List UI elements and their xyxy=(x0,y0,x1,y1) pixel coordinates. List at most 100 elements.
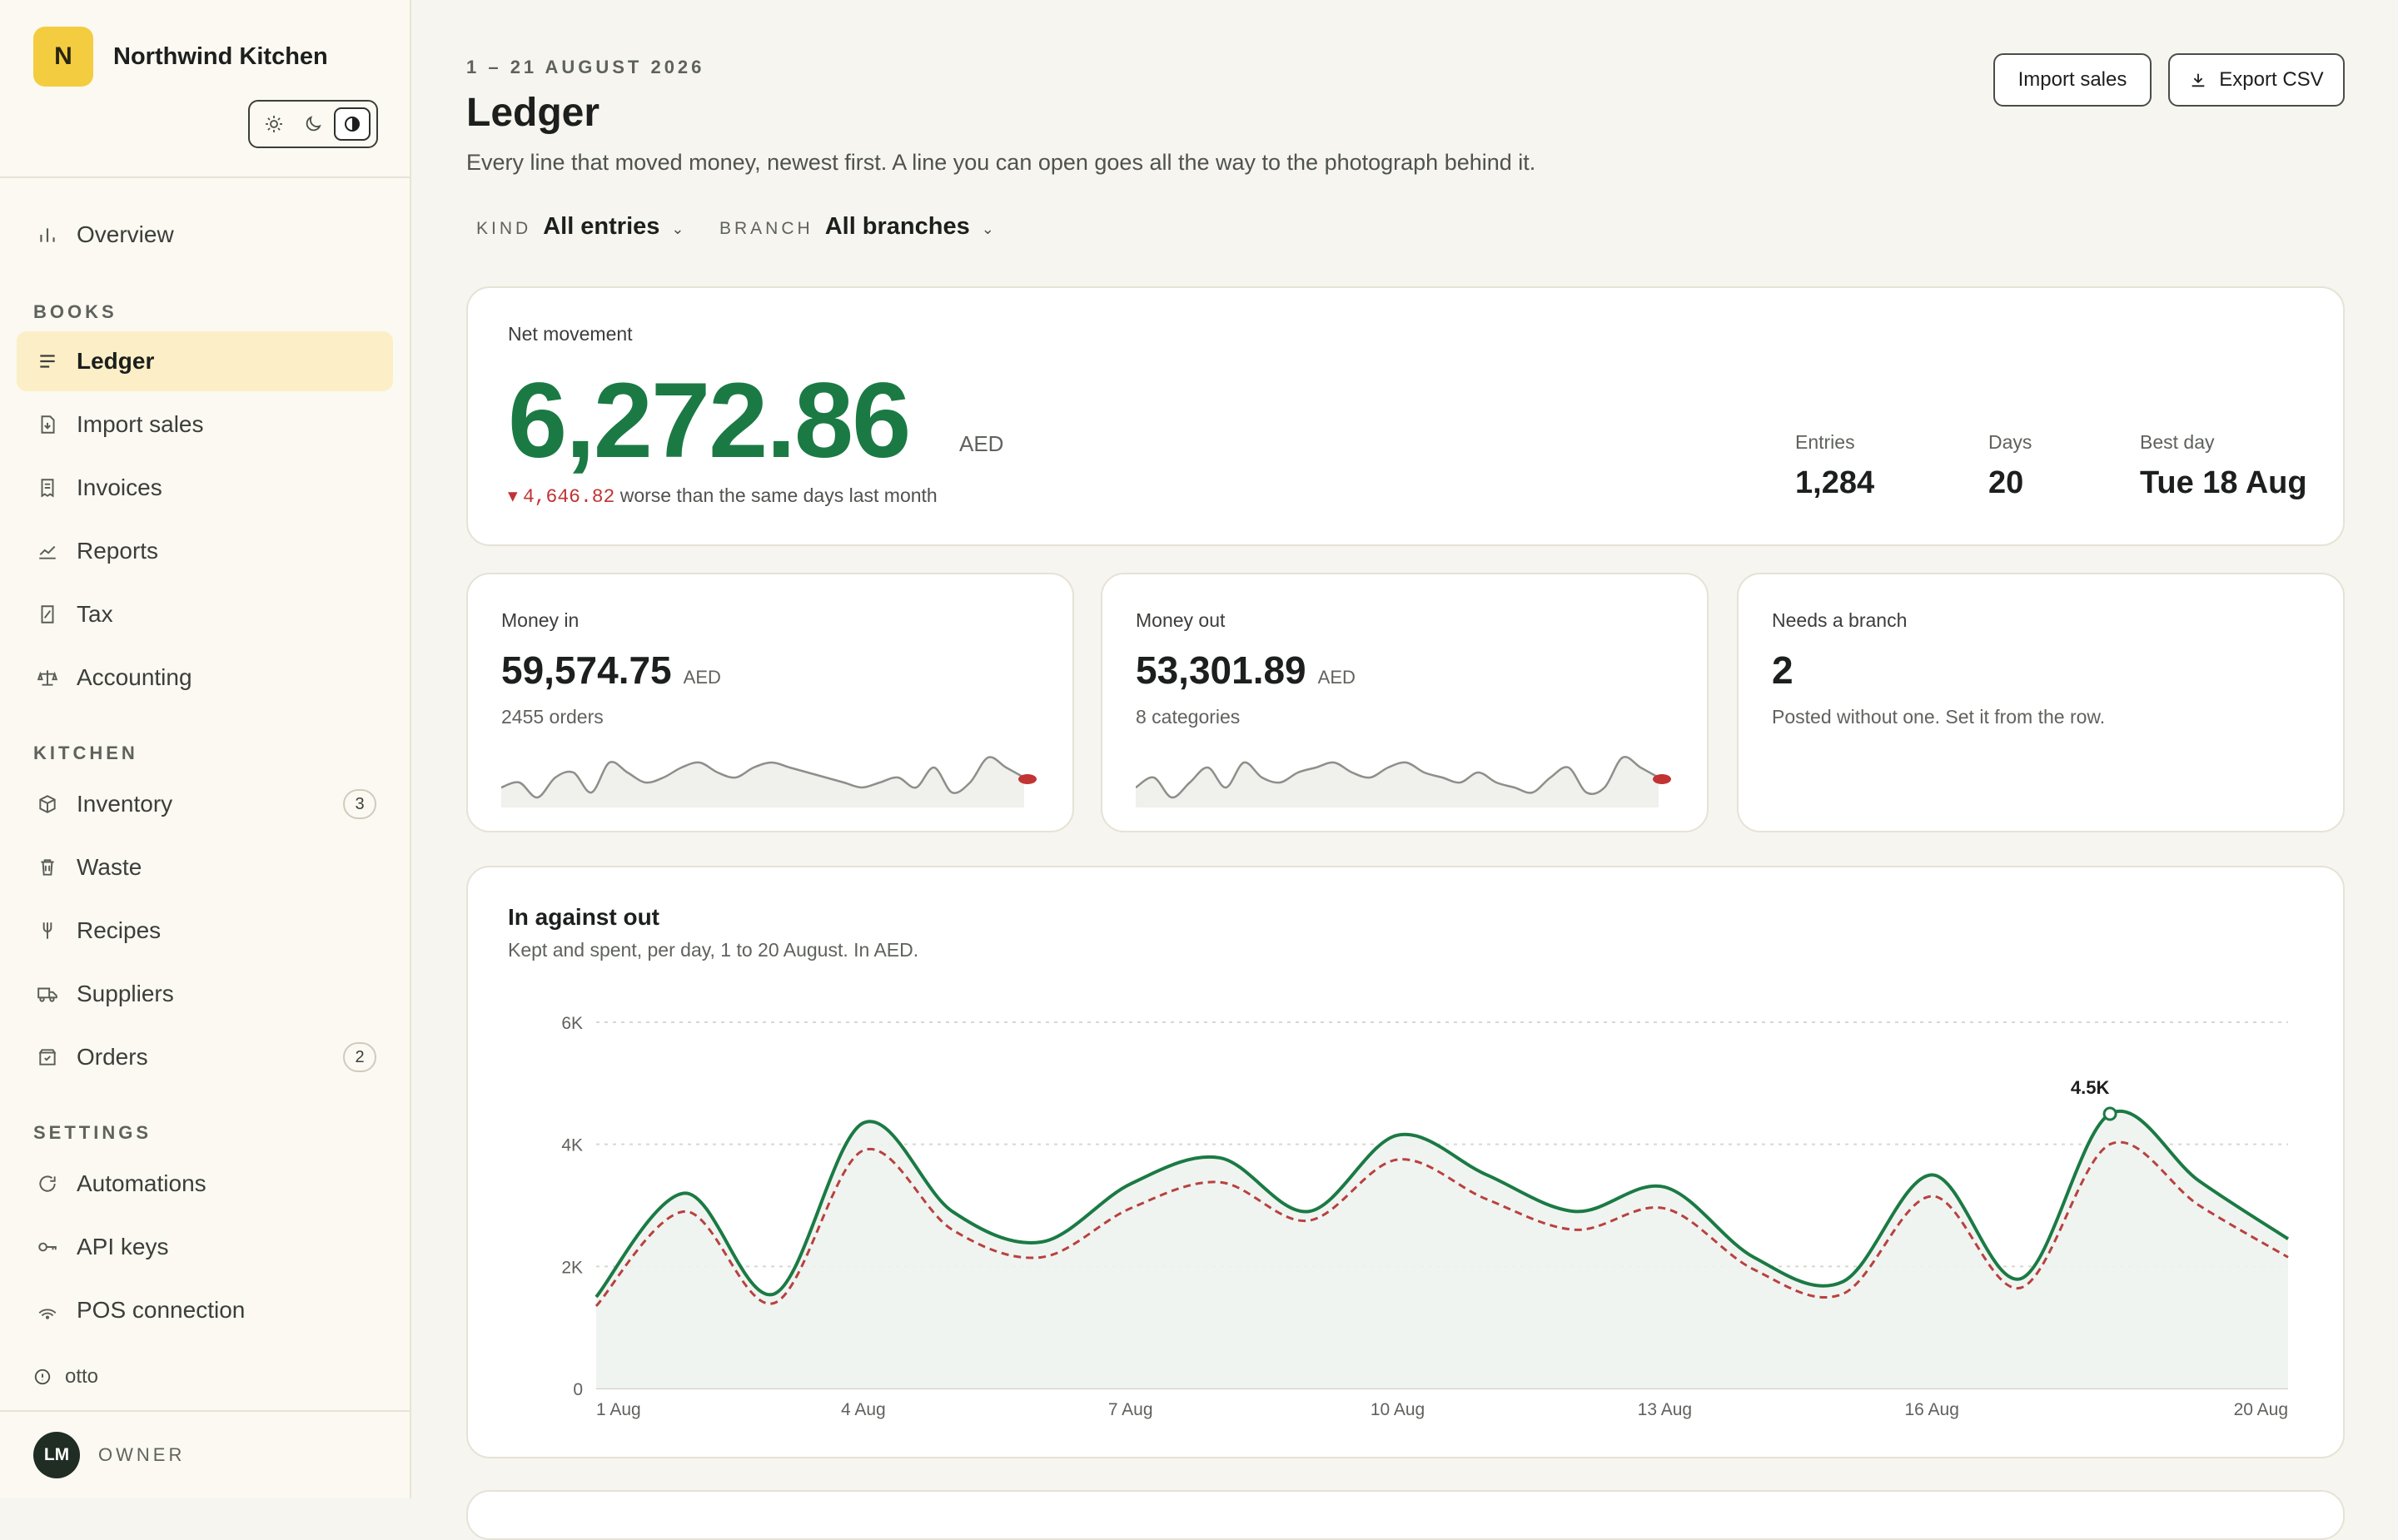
stat-value: 1,284 xyxy=(1795,465,1875,500)
sidebar-item-label: POS connection xyxy=(77,1297,246,1323)
section-settings: SETTINGS xyxy=(33,1122,152,1143)
sparkline-line xyxy=(501,756,1025,799)
sidebar-item-label: Ledger xyxy=(77,348,155,374)
sidebar-item-label: Reports xyxy=(77,538,159,564)
sidebar-item-api-keys[interactable]: API keys xyxy=(17,1217,393,1277)
section-books: BOOKS xyxy=(33,301,117,322)
sun-icon[interactable] xyxy=(256,107,292,141)
chart-subtitle: Kept and spent, per day, 1 to 20 August.… xyxy=(508,939,919,961)
down-arrow-icon: ▾ xyxy=(508,486,518,508)
brand-name: Northwind Kitchen xyxy=(113,42,328,70)
series-in-line xyxy=(595,1110,2290,1299)
contrast-icon[interactable] xyxy=(333,107,371,141)
net-movement-value: 6,272.86 xyxy=(508,361,911,480)
sidebar-item-label: API keys xyxy=(77,1234,169,1259)
sidebar-item-pos-connection[interactable]: POS connection xyxy=(17,1280,393,1340)
sidebar-item-automations[interactable]: Automations xyxy=(17,1154,393,1214)
fork-icon xyxy=(35,918,60,943)
sidebar-item-orders[interactable]: Orders 2 xyxy=(17,1027,393,1087)
sidebar-item-label: Suppliers xyxy=(77,981,174,1006)
sidebar-divider xyxy=(0,176,411,178)
orders-count-badge: 2 xyxy=(343,1042,376,1072)
x-tick-label: 7 Aug xyxy=(1108,1400,1153,1419)
metric-value: 59,574.75 xyxy=(501,648,672,692)
delta-value: 4,646.82 xyxy=(522,486,615,508)
net-movement-card: Net movement 6,272.86 AED ▾ 4,646.82 wor… xyxy=(466,286,2345,546)
trend-icon xyxy=(35,539,60,564)
sparkline-end-dot xyxy=(1018,774,1037,784)
y-tick-label: 6K xyxy=(561,1014,583,1033)
sparkline-line xyxy=(1136,755,1659,799)
sidebar-item-inventory[interactable]: Inventory 3 xyxy=(17,774,393,834)
money-out-card[interactable]: Money out 53,301.89 AED 8 categories xyxy=(1101,573,1709,832)
sidebar-item-waste[interactable]: Waste xyxy=(17,837,393,897)
avatar: LM xyxy=(33,1432,80,1478)
y-tick-label: 2K xyxy=(561,1258,583,1277)
x-tick-label: 1 Aug xyxy=(596,1400,641,1419)
money-in-card[interactable]: Money in 59,574.75 AED 2455 orders xyxy=(466,573,1074,832)
money-out-sparkline xyxy=(1136,755,1671,807)
metric-subtext: 8 categories xyxy=(1136,706,1241,728)
series-out-line xyxy=(595,1140,2289,1308)
sidebar-item-accounting[interactable]: Accounting xyxy=(17,648,393,708)
chevron-down-icon: ⌄ xyxy=(671,221,684,237)
inventory-count-badge: 3 xyxy=(343,789,376,819)
kind-filter[interactable]: KIND All entries ⌄ xyxy=(476,213,684,241)
sidebar-item-invoices[interactable]: Invoices xyxy=(17,458,393,518)
import-sales-button[interactable]: Import sales xyxy=(1993,53,2152,107)
sidebar-item-recipes[interactable]: Recipes xyxy=(17,901,393,961)
sidebar-item-reports[interactable]: Reports xyxy=(17,521,393,581)
card-label: Needs a branch xyxy=(1772,609,1908,631)
trash-icon xyxy=(35,855,60,880)
sidebar-item-label: Inventory xyxy=(77,791,173,817)
x-tick-label: 13 Aug xyxy=(1638,1400,1692,1419)
package-check-icon xyxy=(35,1045,60,1070)
annotation-point xyxy=(2102,1106,2117,1121)
money-out-value: 53,301.89 AED xyxy=(1136,648,1356,693)
currency-unit: AED xyxy=(1317,667,1356,688)
refresh-icon xyxy=(35,1171,60,1196)
brand-logo: N xyxy=(33,27,93,87)
moon-icon[interactable] xyxy=(295,107,331,141)
sidebar-divider xyxy=(0,1410,411,1412)
stat-key: Days xyxy=(1988,431,2032,453)
otto-link[interactable]: otto xyxy=(33,1365,98,1388)
sidebar-item-label: Automations xyxy=(77,1170,206,1196)
import-sales-label: Import sales xyxy=(2017,68,2127,91)
user-menu[interactable]: LM OWNER xyxy=(33,1432,185,1478)
sidebar-item-label: Accounting xyxy=(77,664,192,690)
export-csv-button[interactable]: Export CSV xyxy=(2168,53,2345,107)
stat-entries: Entries 1,284 xyxy=(1795,431,1874,501)
needs-branch-card[interactable]: Needs a branch 2 Posted without one. Set… xyxy=(1737,573,2345,832)
delta-text: worse than the same days last month xyxy=(619,484,938,506)
sidebar-item-label: Invoices xyxy=(77,474,162,500)
x-tick-label: 20 Aug xyxy=(2234,1400,2288,1419)
sidebar-item-import-sales[interactable]: Import sales xyxy=(17,395,393,455)
card-label: Money out xyxy=(1136,609,1226,631)
in-against-out-card: In against out Kept and spent, per day, … xyxy=(466,866,2345,1458)
section-kitchen: KITCHEN xyxy=(33,743,138,763)
brand[interactable]: N Northwind Kitchen xyxy=(33,27,328,87)
sidebar-item-tax[interactable]: Tax xyxy=(17,584,393,644)
sidebar-item-suppliers[interactable]: Suppliers xyxy=(17,964,393,1024)
branch-filter[interactable]: BRANCH All branches ⌄ xyxy=(719,213,994,241)
metric-value: 53,301.89 xyxy=(1136,648,1306,692)
user-role: OWNER xyxy=(98,1444,186,1465)
card-label: Money in xyxy=(501,609,580,631)
stat-key: Entries xyxy=(1795,431,1855,453)
needs-branch-value: 2 xyxy=(1772,648,1794,692)
sidebar-item-overview[interactable]: Overview xyxy=(17,205,393,265)
in-against-out-chart: 0 2K 4K 6K 1 Aug 4 Aug 7 Aug 10 Aug 13 Aug 16 Aug… xyxy=(561,1014,2290,1419)
export-csv-label: Export CSV xyxy=(2219,68,2324,91)
page-title: Ledger xyxy=(466,91,600,135)
sparkline-area xyxy=(501,757,1024,807)
stat-best-day: Best day Tue 18 Aug xyxy=(2140,431,2307,501)
theme-switch xyxy=(248,100,378,148)
net-delta: ▾ 4,646.82 worse than the same days last… xyxy=(508,484,938,508)
sidebar-item-label: Import sales xyxy=(77,411,204,437)
currency-unit: AED xyxy=(959,431,1004,456)
annotation-label: 4.5K xyxy=(2071,1077,2110,1098)
download-icon xyxy=(2192,73,2205,87)
sidebar-item-ledger[interactable]: Ledger xyxy=(17,331,393,391)
sidebar-item-label: Orders xyxy=(77,1044,148,1070)
